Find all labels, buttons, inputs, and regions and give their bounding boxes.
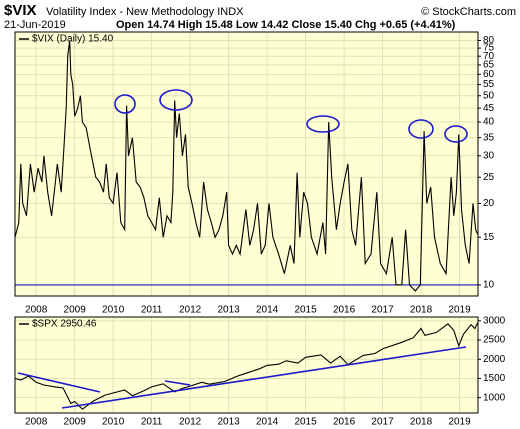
x-tick-label: 2018: [410, 305, 433, 316]
y-tick-label: 1000: [483, 392, 506, 403]
y-tick-label: 3000: [483, 315, 506, 326]
x-tick-label: 2011: [141, 417, 163, 428]
x-tick-label: 2015: [294, 417, 317, 428]
y-tick-label: 40: [483, 117, 495, 128]
y-tick-label: 10: [483, 280, 495, 291]
y-tick-label: 30: [483, 150, 495, 161]
y-tick-label: 25: [483, 172, 495, 183]
y-tick-label: 20: [483, 198, 495, 209]
y-tick-label: 2000: [483, 354, 506, 365]
circle-annotation: [114, 94, 136, 114]
plot-area: [14, 316, 479, 414]
x-tick-label: 2008: [25, 417, 48, 428]
spx-panel: 2008 2009 2010 2011 2012 2013 2014 2015 2016 2017…: [14, 315, 506, 428]
x-tick-label: 2009: [64, 417, 87, 428]
x-tick-label: 2011: [141, 305, 163, 316]
y-tick-label: 80: [483, 35, 495, 46]
plot-area: [14, 31, 479, 297]
date: 21-Jun-2019: [4, 19, 66, 31]
symbol: $VIX: [4, 2, 37, 19]
y-tick-label: 2500: [483, 335, 506, 346]
x-tick-label: 2012: [179, 417, 202, 428]
x-tick-label: 2013: [217, 305, 240, 316]
x-tick-label: 2009: [64, 305, 87, 316]
x-tick-label: 2014: [256, 417, 279, 428]
annotations: [17, 89, 468, 409]
y-tick-label: 55: [483, 79, 495, 90]
x-tick-label: 2010: [102, 417, 125, 428]
x-tick-label: 2018: [410, 417, 433, 428]
x-tick-label: 2015: [294, 305, 317, 316]
quote: Open 14.74 High 15.48 Low 14.42 Close 15…: [116, 19, 456, 31]
trend-line: [164, 380, 191, 386]
x-tick-label: 2017: [371, 417, 394, 428]
x-tick-label: 2010: [102, 305, 125, 316]
x-tick-label: 2019: [448, 305, 471, 316]
legend-label: $SPX 2950.46: [32, 319, 97, 330]
x-tick-label: 2016: [333, 305, 356, 316]
y-tick-label: 60: [483, 69, 495, 80]
series-line: [14, 40, 479, 292]
circle-annotation: [408, 119, 434, 139]
x-tick-label: 2013: [217, 417, 240, 428]
credit: © StockCharts.com: [421, 6, 516, 18]
x-tick-label: 2008: [25, 305, 48, 316]
x-tick-label: 2012: [179, 305, 202, 316]
y-tick-label: 70: [483, 51, 495, 62]
y-tick-label: 45: [483, 103, 495, 114]
y-tick-label: 65: [483, 60, 495, 71]
index-name: Volatility Index - New Methodology INDX: [46, 6, 244, 18]
legend-label: $VIX (Daily) 15.40: [32, 34, 114, 45]
x-tick-label: 2016: [333, 417, 356, 428]
plot-border: [14, 31, 479, 297]
trend-line: [17, 372, 101, 393]
y-tick-label: 50: [483, 90, 495, 101]
y-tick-label: 35: [483, 132, 495, 143]
circle-annotation: [444, 125, 468, 143]
x-tick-label: 2019: [448, 417, 471, 428]
y-tick-label: 15: [483, 232, 495, 243]
x-tick-label: 2014: [256, 305, 279, 316]
circle-annotation: [306, 115, 340, 133]
y-tick-label: 75: [483, 43, 495, 54]
y-tick-label: 1500: [483, 373, 506, 384]
trend-line: [61, 346, 467, 409]
series-line: [14, 322, 479, 410]
plot-border: [14, 316, 479, 414]
circle-annotation: [159, 89, 193, 111]
x-tick-label: 2017: [371, 305, 394, 316]
vix-panel: 2008 2009 2010 2011 2012 2013 2014 2015 2016 2017…: [14, 31, 495, 316]
